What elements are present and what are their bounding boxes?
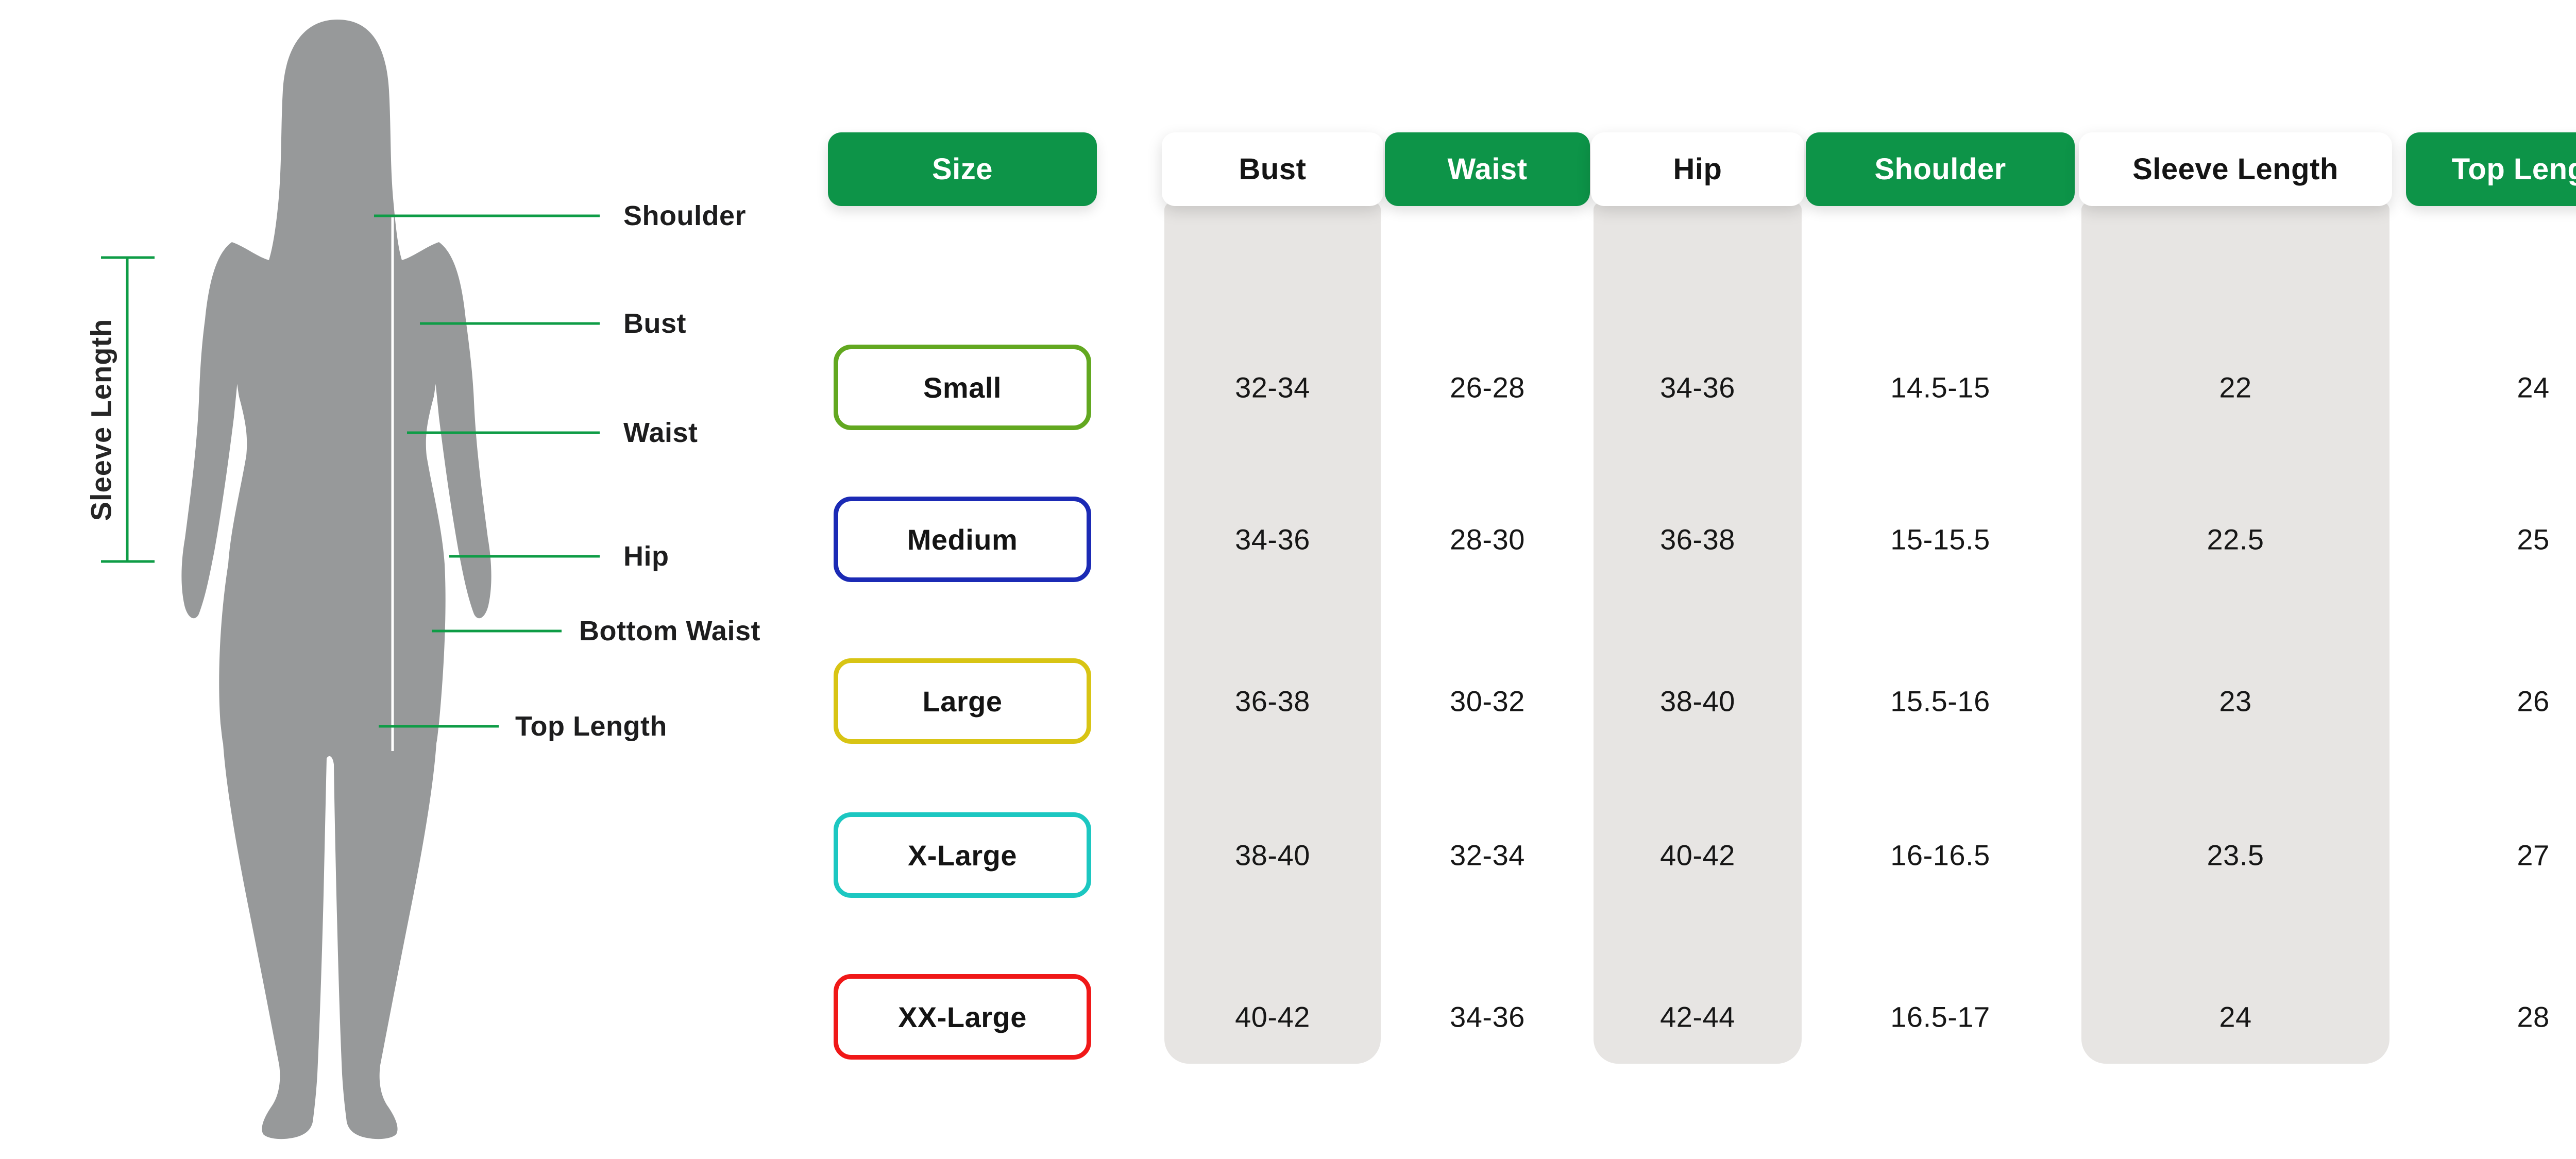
table-cell: 40-42 [1660, 839, 1735, 872]
table-cell: 15.5-16 [1890, 685, 1990, 718]
column-background [1164, 202, 1381, 1064]
size-header-label: Size [931, 152, 993, 186]
table-cell: 26-28 [1450, 371, 1525, 404]
waist-column: Waist 26-28 28-30 30-32 32-34 34-36 [1385, 132, 1590, 1065]
table-cell: 40-42 [1235, 1000, 1310, 1033]
table-cell: 24 [2219, 1000, 2252, 1033]
bust-column-header: Bust [1162, 132, 1383, 206]
table-cell: 34-36 [1660, 371, 1735, 404]
table-cell: 36-38 [1235, 685, 1310, 718]
column-background [1594, 202, 1802, 1064]
size-button-x-large[interactable]: X-Large [834, 812, 1091, 898]
bottom-waist-label: Bottom Waist [579, 616, 760, 646]
body-silhouette [181, 20, 492, 1139]
hip-column: Hip 34-36 36-38 38-40 40-42 42-44 [1591, 132, 1804, 1065]
table-cell: 25 [2517, 523, 2550, 556]
hip-column-header: Hip [1591, 132, 1804, 206]
size-button-large[interactable]: Large [834, 658, 1091, 744]
table-cell: 36-38 [1660, 523, 1735, 556]
column-background [2081, 202, 2389, 1064]
size-column-header: Size [828, 132, 1097, 206]
shoulder-column: Shoulder 14.5-15 15-15.5 15.5-16 16-16.5… [1806, 132, 2075, 1065]
table-cell: 34-36 [1235, 523, 1310, 556]
table-cell: 15-15.5 [1890, 523, 1990, 556]
bust-column: Bust 32-34 34-36 36-38 38-40 40-42 [1162, 132, 1383, 1065]
measurement-lines [101, 214, 600, 728]
column-header-label: Bust [1239, 152, 1307, 186]
table-cell: 34-36 [1450, 1000, 1525, 1033]
column-header-label: Hip [1673, 152, 1722, 186]
shoulder-label: Shoulder [623, 200, 747, 231]
table-cell: 28-30 [1450, 523, 1525, 556]
column-header-label: Sleeve Length [2132, 152, 2338, 186]
sleeve-length-column: Sleeve Length 22 22.5 23 23.5 24 [2079, 132, 2392, 1065]
waist-label: Waist [623, 417, 698, 448]
table-cell: 14.5-15 [1890, 371, 1990, 404]
shoulder-column-header: Shoulder [1806, 132, 2075, 206]
table-cell: 24 [2517, 371, 2550, 404]
size-button-medium[interactable]: Medium [834, 497, 1091, 582]
size-button-xx-large[interactable]: XX-Large [834, 974, 1091, 1060]
table-cell: 16-16.5 [1890, 839, 1990, 872]
table-cell: 28 [2517, 1000, 2550, 1033]
table-cell: 32-34 [1450, 839, 1525, 872]
table-cell: 16.5-17 [1890, 1000, 1990, 1033]
table-cell: 27 [2517, 839, 2550, 872]
table-cell: 26 [2517, 685, 2550, 718]
table-cell: 32-34 [1235, 371, 1310, 404]
column-header-label: Top Length [2451, 152, 2576, 186]
top-length-column-header: Top Length [2406, 132, 2576, 206]
column-header-label: Waist [1447, 152, 1528, 186]
table-cell: 23 [2219, 685, 2252, 718]
table-cell: 38-40 [1235, 839, 1310, 872]
size-button-label: Small [923, 371, 1002, 404]
size-button-small[interactable]: Small [834, 345, 1091, 430]
top-length-label: Top Length [515, 711, 667, 742]
sleeve-length-column-header: Sleeve Length [2079, 132, 2392, 206]
size-button-label: Large [922, 685, 1003, 718]
bust-label: Bust [623, 308, 686, 339]
size-button-label: XX-Large [898, 1000, 1027, 1033]
size-column: Size Small Medium Large X-Large XX-Large [828, 132, 1097, 1065]
waist-column-header: Waist [1385, 132, 1590, 206]
top-length-column: Top Length 24 25 26 27 28 [2406, 132, 2576, 1065]
size-button-label: Medium [907, 523, 1018, 556]
table-cell: 38-40 [1660, 685, 1735, 718]
table-cell: 30-32 [1450, 685, 1525, 718]
hip-label: Hip [623, 541, 669, 572]
table-cell: 23.5 [2207, 839, 2264, 872]
body-figure [101, 20, 600, 1139]
size-button-label: X-Large [908, 839, 1017, 872]
sleeve-length-label: Sleeve Length [84, 318, 117, 521]
table-cell: 42-44 [1660, 1000, 1735, 1033]
column-header-label: Shoulder [1874, 152, 2006, 186]
table-cell: 22.5 [2207, 523, 2264, 556]
table-cell: 22 [2219, 371, 2252, 404]
